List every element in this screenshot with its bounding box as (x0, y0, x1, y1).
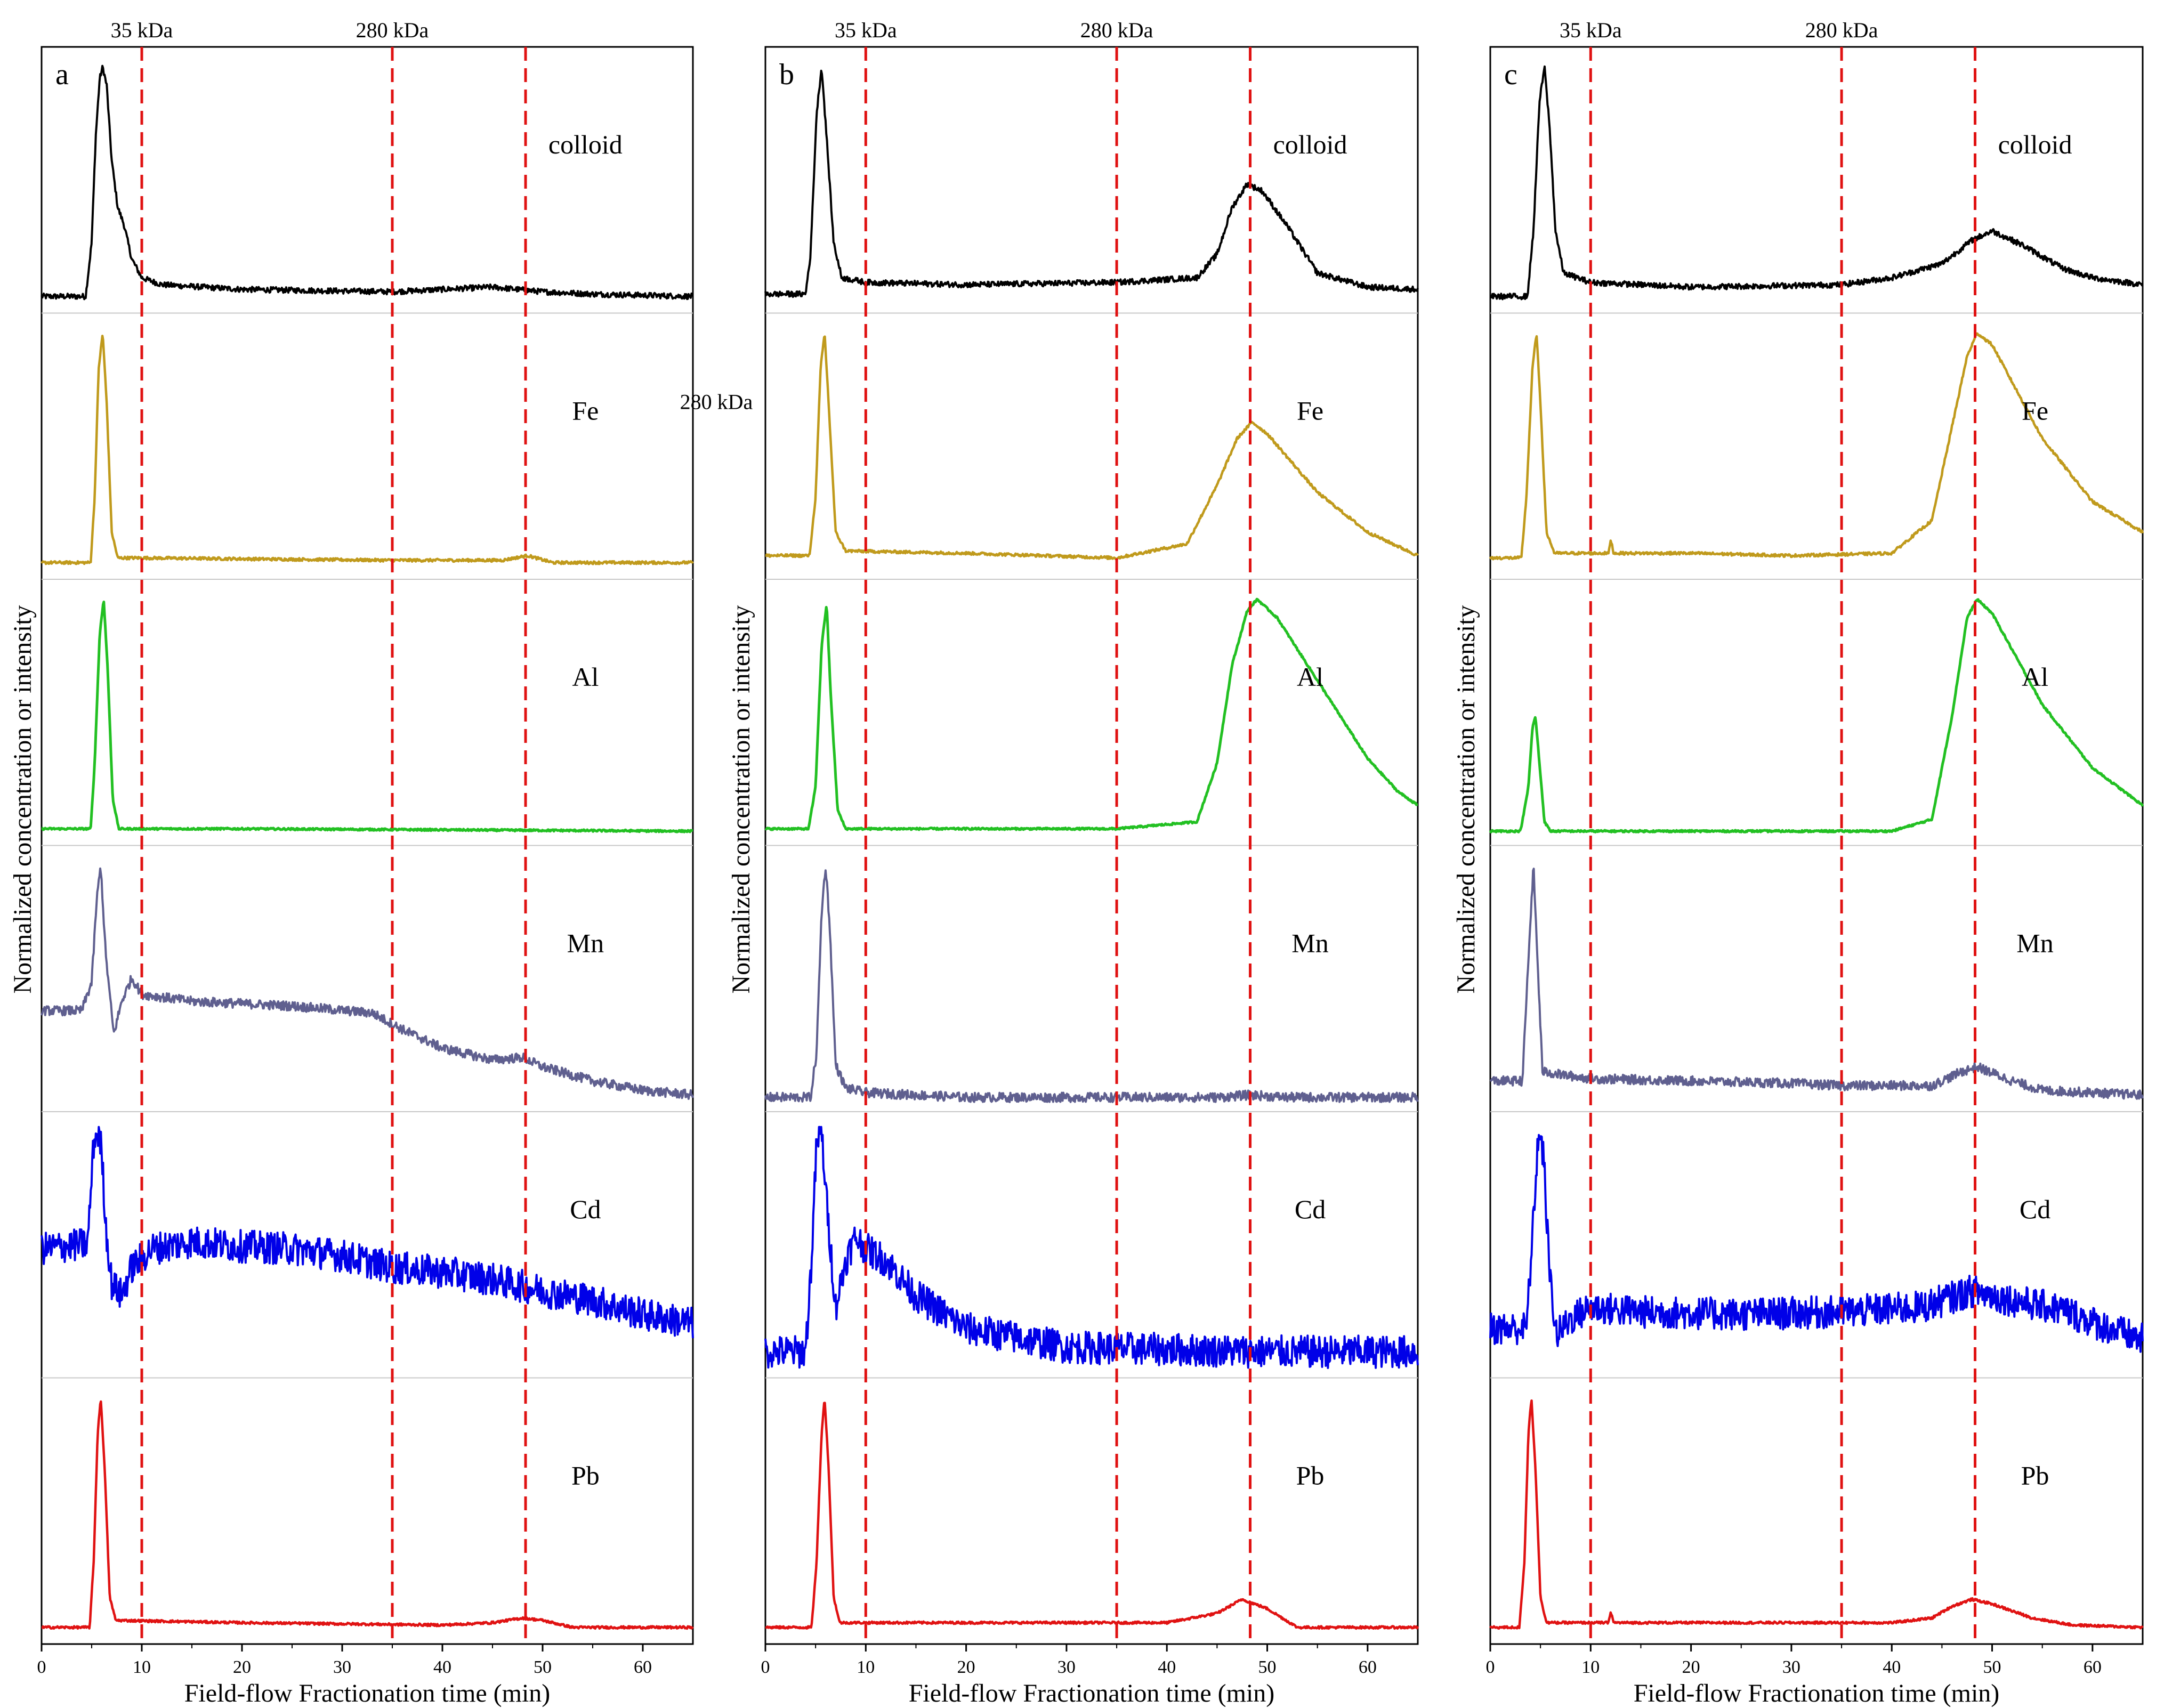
x-tick-label: 20 (233, 1657, 251, 1677)
series-line-cd (41, 1126, 694, 1339)
x-axis-title: Field-flow Fractionation time (min) (184, 1679, 551, 1707)
trace-label-cd: Cd (570, 1194, 601, 1224)
top-label-280kda: 280 kDa (1805, 18, 1878, 42)
trace-label-fe: Fe (1297, 395, 1323, 425)
trace-label-al: Al (1297, 662, 1323, 692)
series-line-cd (1489, 1134, 2144, 1353)
series-line-fe (765, 335, 1419, 561)
panel-b: colloid Fe Al Mn Cd Pb 35 kDa 280 kDa 280 kDa b 0 1… (680, 18, 1419, 1707)
series-line-colloid (1490, 65, 2144, 301)
series-line-colloid (41, 64, 694, 301)
panel-a: colloid Fe Al Mn Cd Pb 35 kDa 280 kDa a 0 10 20 30 40… (37, 18, 694, 1707)
trace-label-colloid: colloid (1998, 129, 2072, 159)
series-line-al (1489, 598, 2144, 833)
x-tick-label: 0 (37, 1657, 46, 1677)
trace-label-mn: Mn (1291, 928, 1328, 958)
panel-letter: b (779, 58, 794, 91)
x-tick-label: 50 (1258, 1657, 1277, 1677)
trace-label-al: Al (2022, 662, 2048, 692)
series-line-mn (764, 869, 1419, 1103)
series-line-pb (1489, 1399, 2144, 1630)
x-tick-label: 0 (1486, 1657, 1495, 1677)
x-axis-title: Field-flow Fractionation time (min) (909, 1679, 1275, 1707)
top-label-35kda: 35 kDa (111, 18, 173, 42)
trace-label-colloid: colloid (1273, 129, 1347, 159)
x-tick-label: 20 (1682, 1657, 1700, 1677)
x-tick-label: 60 (1359, 1657, 1377, 1677)
y-axis-title: Normalized concentration or intensity (727, 605, 755, 993)
top-label-280kda: 280 kDa (1080, 18, 1153, 42)
x-tick-label: 0 (761, 1657, 770, 1677)
trace-label-colloid: colloid (548, 129, 623, 159)
x-tick-label: 60 (2084, 1657, 2102, 1677)
x-tick-label: 40 (1158, 1657, 1176, 1677)
panel-c: colloid Fe Al Mn Cd Pb 35 kDa 280 kDa c 0 10 20 30 40… (1452, 18, 2144, 1707)
stray-label: 280 kDa (680, 390, 753, 414)
series-line-mn (41, 867, 694, 1100)
top-label-35kda: 35 kDa (1560, 18, 1622, 42)
series-line-colloid (764, 69, 1419, 298)
series-line-pb (765, 1402, 1419, 1630)
trace-label-pb: Pb (2021, 1460, 2049, 1490)
trace-label-cd: Cd (1295, 1194, 1326, 1224)
trace-label-mn: Mn (567, 928, 604, 958)
trace-label-mn: Mn (2016, 928, 2053, 958)
x-tick-label: 10 (133, 1657, 151, 1677)
y-axis-title: Normalized concentration or intensity (9, 605, 37, 993)
x-tick-label: 40 (1883, 1657, 1901, 1677)
trace-label-pb: Pb (1296, 1460, 1325, 1490)
trace-label-al: Al (572, 662, 599, 692)
x-tick-label: 60 (634, 1657, 652, 1677)
top-label-35kda: 35 kDa (835, 18, 897, 42)
panel-letter: a (55, 58, 69, 91)
series-line-fe (1489, 332, 2144, 561)
x-tick-label: 30 (333, 1657, 351, 1677)
x-axis-title: Field-flow Fractionation time (min) (1634, 1679, 2000, 1707)
trace-label-fe: Fe (2022, 395, 2048, 425)
series-line-al (764, 597, 1419, 831)
trace-label-fe: Fe (572, 395, 599, 425)
x-tick-label: 10 (857, 1657, 875, 1677)
panel-letter: c (1504, 58, 1517, 91)
series-line-fe (41, 335, 694, 565)
panels-layer: colloid Fe Al Mn Cd Pb 35 kDa 280 kDa a 0 10 20 30 40… (37, 18, 2144, 1707)
x-tick-label: 50 (1983, 1657, 2001, 1677)
x-tick-label: 40 (433, 1657, 451, 1677)
trace-label-pb: Pb (571, 1460, 600, 1490)
series-line-cd (764, 1126, 1419, 1369)
y-axis-title: Normalized concentration or intensity (1452, 605, 1480, 993)
series-line-pb (41, 1400, 694, 1630)
x-tick-label: 30 (1057, 1657, 1076, 1677)
x-tick-label: 20 (957, 1657, 975, 1677)
x-tick-label: 10 (1581, 1657, 1600, 1677)
x-tick-label: 50 (534, 1657, 552, 1677)
series-line-mn (1489, 868, 2144, 1100)
top-label-280kda: 280 kDa (356, 18, 429, 42)
trace-label-cd: Cd (2020, 1194, 2050, 1224)
series-line-al (41, 601, 694, 833)
x-tick-label: 30 (1782, 1657, 1800, 1677)
